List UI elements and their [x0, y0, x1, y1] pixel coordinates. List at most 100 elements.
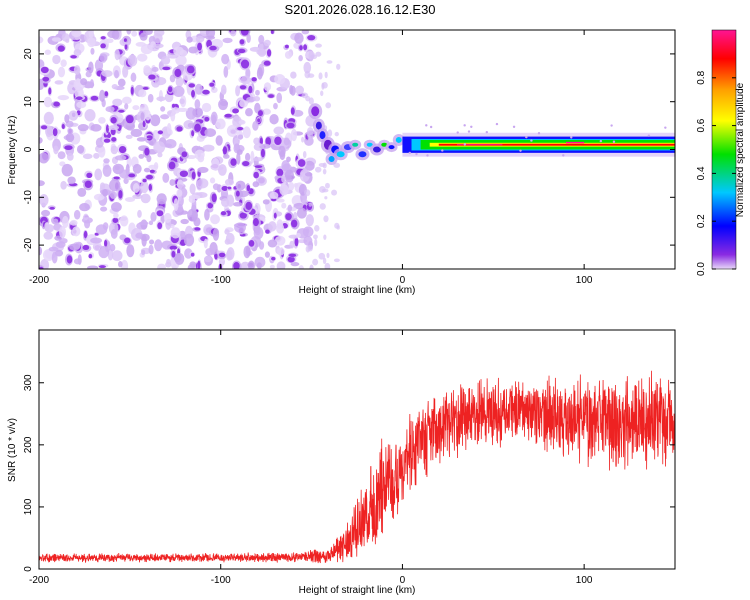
transition-blob: [381, 142, 388, 147]
noise-speckle-strong: [221, 185, 229, 192]
noise-speckle: [253, 137, 261, 145]
noise-speckle: [140, 180, 149, 194]
colorbar-tick-label: 0.6: [696, 118, 707, 132]
noise-speckle: [247, 260, 255, 269]
noise-speckle: [276, 92, 283, 104]
noise-speckle: [59, 161, 66, 167]
noise-speckle: [135, 232, 144, 239]
noise-speckle: [196, 178, 209, 189]
noise-speckle-strong: [242, 161, 250, 167]
spectrogram-ytick-label: 20: [23, 48, 34, 60]
noise-speckle: [254, 226, 261, 236]
noise-speckle-strong: [207, 202, 214, 209]
noise-speckle-strong: [118, 145, 127, 154]
noise-speckle: [150, 114, 161, 127]
signal-speckle: [599, 139, 603, 143]
snr-xtick-label: 0: [400, 575, 406, 586]
noise-speckle: [41, 209, 51, 217]
noise-speckle: [57, 66, 66, 78]
noise-speckle: [60, 59, 67, 68]
noise-speckle: [67, 128, 74, 135]
noise-speckle: [73, 49, 82, 56]
noise-speckle: [89, 79, 94, 89]
noise-speckle: [39, 246, 43, 256]
noise-speckle-strong: [299, 45, 303, 51]
noise-speckle-strong: [232, 108, 239, 114]
noise-speckle-strong: [202, 89, 210, 95]
noise-speckle: [194, 83, 203, 95]
transition-blob: [311, 106, 320, 117]
noise-speckle-strong: [88, 253, 93, 259]
noise-speckle: [126, 30, 132, 35]
noise-speckle: [140, 112, 145, 121]
signal-speckle: [425, 124, 428, 127]
noise-speckle-strong: [235, 190, 240, 197]
noise-speckle-strong: [100, 36, 106, 40]
spectrogram-ytick-label: -10: [23, 190, 34, 205]
noise-speckle: [276, 261, 286, 269]
noise-speckle: [235, 180, 246, 191]
noise-speckle: [98, 145, 106, 158]
noise-speckle: [173, 46, 184, 56]
noise-speckle-strong: [40, 66, 49, 74]
noise-speckle: [99, 53, 108, 62]
signal-speckle: [647, 134, 651, 137]
signal-band-max: [565, 141, 585, 144]
noise-speckle: [119, 215, 129, 227]
noise-speckle: [99, 182, 106, 190]
noise-speckle: [252, 121, 259, 131]
noise-speckle: [210, 214, 220, 225]
signal-speckle: [415, 152, 418, 156]
noise-speckle: [276, 219, 284, 230]
noise-speckle: [148, 220, 154, 226]
noise-speckle: [281, 160, 290, 172]
signal-speckle: [441, 149, 444, 152]
noise-speckle: [148, 164, 158, 170]
noise-speckle: [132, 183, 140, 193]
noise-speckle-strong: [239, 39, 245, 45]
noise-speckle-fade: [301, 199, 309, 205]
noise-speckle: [288, 182, 295, 191]
noise-speckle: [269, 113, 279, 125]
colorbar-tick-label: 0.8: [696, 70, 707, 84]
noise-speckle-strong: [257, 110, 263, 117]
noise-speckle-strong: [75, 96, 83, 101]
noise-speckle-strong: [273, 212, 277, 219]
noise-speckle: [274, 235, 286, 246]
noise-speckle: [298, 54, 303, 62]
noise-speckle-strong: [174, 68, 182, 78]
noise-speckle-strong: [294, 237, 299, 247]
noise-speckle-strong: [191, 171, 196, 180]
noise-speckle-strong: [197, 260, 201, 269]
noise-speckle-strong: [251, 77, 257, 82]
noise-speckle: [73, 65, 81, 75]
noise-speckle: [160, 114, 170, 120]
noise-speckle: [166, 258, 171, 265]
noise-speckle: [240, 75, 251, 85]
noise-speckle: [209, 177, 216, 184]
noise-speckle: [153, 43, 164, 49]
noise-speckle-strong: [260, 148, 265, 158]
noise-speckle: [62, 215, 69, 229]
signal-speckle: [463, 124, 466, 127]
noise-speckle: [236, 149, 243, 155]
noise-speckle-strong: [84, 180, 92, 189]
noise-speckle: [212, 183, 220, 191]
snr-marks: [39, 370, 675, 564]
noise-speckle: [126, 244, 135, 258]
noise-speckle: [210, 111, 218, 124]
noise-speckle: [57, 151, 66, 160]
noise-speckle: [290, 128, 298, 142]
noise-speckle-strong: [123, 38, 127, 42]
noise-speckle: [88, 61, 94, 74]
noise-speckle: [150, 212, 157, 222]
colorbar-ticks: 0.0 0.2 0.4 0.6 0.8: [696, 70, 736, 276]
noise-speckle: [69, 219, 78, 226]
noise-speckle-strong: [176, 126, 183, 132]
noise-speckle-fade: [307, 134, 311, 141]
noise-speckle: [77, 187, 87, 197]
noise-speckle: [252, 181, 260, 188]
noise-speckle: [83, 213, 89, 221]
